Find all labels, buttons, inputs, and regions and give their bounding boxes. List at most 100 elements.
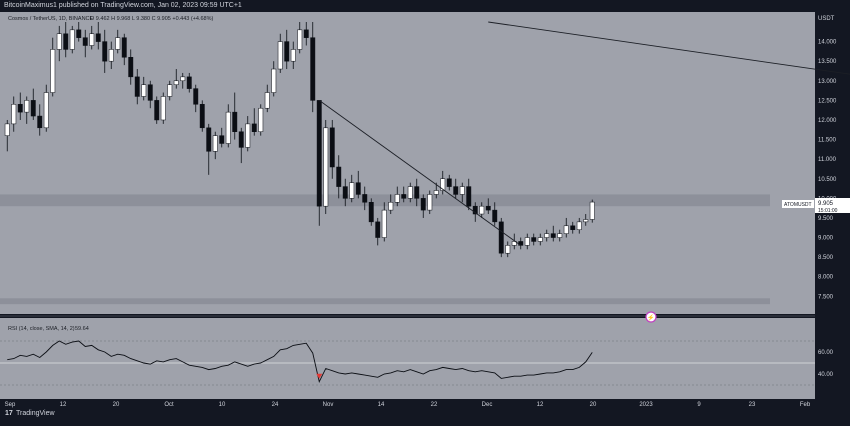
- time-tick-label: 9: [697, 402, 701, 408]
- price-tick-label: 14.000: [818, 40, 837, 46]
- price-tick-label: 11.500: [818, 138, 837, 144]
- candle-body: [589, 201, 595, 220]
- last-price-value: 9.905: [818, 201, 834, 207]
- candle-body: [316, 100, 322, 207]
- candle-body: [459, 186, 465, 195]
- long-term-descending-resistance: [488, 21, 850, 75]
- time-tick-label: 2023: [639, 402, 653, 408]
- time-axis[interactable]: [0, 399, 815, 409]
- candle-body: [108, 49, 114, 62]
- candle-body: [30, 100, 36, 117]
- time-tick-label: 20: [590, 402, 597, 408]
- time-tick-label: Dec: [482, 402, 493, 408]
- candle-body: [531, 237, 537, 242]
- candle-body: [225, 111, 231, 144]
- candle-body: [557, 233, 563, 238]
- candle-body: [43, 92, 49, 129]
- candle-body: [264, 92, 270, 109]
- candle-body: [160, 96, 166, 121]
- candle-body: [17, 104, 23, 113]
- candle-body: [173, 80, 179, 85]
- last-price-badge: ATOMUSDT 9.905 15:01:00: [782, 198, 850, 214]
- last-price-countdown: 15:01:00: [818, 208, 838, 214]
- candle-body: [95, 33, 101, 42]
- candle-body: [284, 41, 290, 62]
- rsi-tick-label: 40.00: [818, 372, 834, 378]
- price-pane[interactable]: [0, 12, 815, 314]
- candle-body: [141, 84, 147, 97]
- candle-body: [446, 178, 452, 187]
- candle-body: [297, 29, 303, 50]
- descending-resistance: [318, 100, 522, 246]
- event-icon[interactable]: ⚡: [645, 311, 657, 323]
- candle-body: [24, 100, 30, 113]
- candle-body: [544, 233, 550, 238]
- time-tick-label: 14: [378, 402, 385, 408]
- price-tick-label: 8.500: [818, 255, 834, 261]
- candle-body: [63, 33, 69, 50]
- candle-body: [576, 221, 582, 230]
- time-tick-label: 12: [60, 402, 67, 408]
- candle-body: [180, 76, 186, 82]
- rsi-label: RSI (14, close, SMA, 14, 2): [8, 326, 75, 332]
- candle-body: [102, 41, 108, 62]
- time-tick-label: 20: [113, 402, 120, 408]
- time-tick-label: 23: [749, 402, 756, 408]
- candle-body: [167, 84, 173, 97]
- candle-body: [303, 29, 309, 38]
- candle-body: [394, 194, 400, 203]
- candle-body: [550, 233, 556, 238]
- candle-body: [193, 88, 199, 105]
- support-zone: [0, 298, 770, 305]
- symbol-label: Cosmos / TetherUS, 1D, BINANCE: [8, 16, 94, 22]
- publish-line: BitcoinMaximus1 published on TradingView…: [4, 2, 242, 9]
- candle-body: [186, 76, 192, 89]
- time-tick-label: Sep: [5, 402, 16, 408]
- candle-body: [349, 182, 355, 199]
- rsi-tick-label: 60.00: [818, 350, 834, 356]
- candle-body: [115, 37, 121, 50]
- time-tick-label: 10: [219, 402, 226, 408]
- candle-body: [492, 209, 498, 223]
- chart-svg[interactable]: 60.00 40.00 14.000 13.500 13.000 12.500 12.00…: [0, 12, 850, 421]
- time-tick-label: Nov: [323, 402, 334, 408]
- time-tick-label: 24: [272, 402, 279, 408]
- candle-body: [472, 205, 478, 215]
- rsi-pane[interactable]: [0, 318, 815, 399]
- candle-body: [310, 37, 316, 101]
- candle-body: [154, 100, 160, 121]
- last-price-symbol: ATOMUSDT: [784, 202, 812, 208]
- candle-body: [381, 209, 387, 238]
- candle-body: [121, 37, 127, 58]
- candle-body: [199, 104, 205, 129]
- price-tick-label: 10.500: [818, 177, 837, 183]
- candle-body: [407, 186, 413, 199]
- candle-body: [570, 225, 576, 230]
- resistance-zone: [0, 194, 770, 207]
- candle-body: [89, 33, 95, 46]
- candle-body: [232, 111, 238, 132]
- candle-body: [440, 178, 446, 191]
- price-tick-label: 13.000: [818, 79, 837, 85]
- rsi-bearish-marker: [316, 373, 323, 379]
- candle-body: [212, 135, 218, 152]
- chart-frame[interactable]: 60.00 40.00 14.000 13.500 13.000 12.500 12.00…: [0, 12, 850, 421]
- candle-body: [427, 194, 433, 211]
- candle-body: [336, 166, 342, 187]
- candle-body: [37, 115, 43, 129]
- price-tick-label: 12.500: [818, 98, 837, 104]
- price-tick-label: 13.500: [818, 59, 837, 65]
- candle-body: [238, 131, 244, 148]
- price-tick-label: 7.500: [818, 294, 834, 300]
- time-tick-label: 22: [431, 402, 438, 408]
- candle-body: [537, 237, 543, 242]
- candle-body: [433, 190, 439, 195]
- candle-body: [206, 127, 212, 152]
- candle-body: [11, 104, 17, 125]
- candle-body: [56, 33, 62, 50]
- rsi-value-label: 59.64: [75, 326, 89, 332]
- time-tick-label: 12: [537, 402, 544, 408]
- candle-body: [245, 123, 251, 148]
- candle-body: [414, 186, 420, 199]
- candle-body: [511, 241, 517, 246]
